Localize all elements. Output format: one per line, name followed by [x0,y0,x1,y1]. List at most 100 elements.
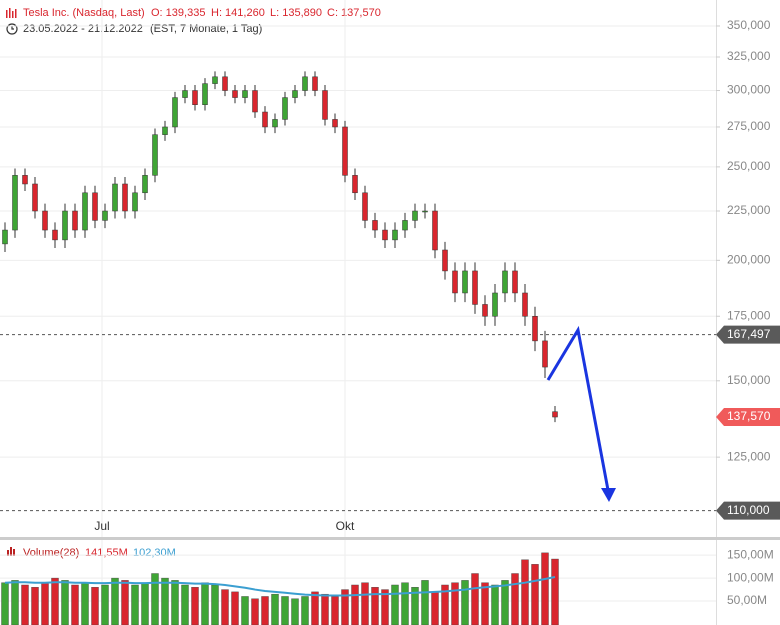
candle-body [92,192,98,221]
volume-bar [191,587,199,625]
y-tick-label: 100,00M [727,570,774,584]
y-tick-label: 300,000 [727,83,771,97]
candle-body [442,249,448,272]
volume-bar [51,577,59,625]
candle-body [132,192,138,212]
y-tick-label: 50,00M [727,593,767,607]
candle-body [32,183,38,212]
volume-bar [151,573,159,625]
volume-bar [61,580,69,625]
volume-bar [181,584,189,625]
volume-legend-icon [7,547,15,556]
candle-body [122,183,128,212]
volume-bar [11,580,19,625]
volume-bar [121,580,129,625]
candle-body [372,220,378,231]
ohlc-close: C: 137,570 [327,7,381,19]
ohlc-low: L: 135,890 [270,7,322,19]
annotation-arrow [546,325,616,502]
volume-bar [371,587,379,625]
candle-body [102,210,108,221]
candle-body [62,210,68,241]
ohlc-open: O: 139,335 [151,7,205,19]
candle-body [192,90,198,105]
candle-body [452,270,458,294]
candle-body [482,304,488,317]
volume-bar [361,582,369,625]
candle-body [162,126,168,135]
volume-bar [341,589,349,625]
volume-bar [421,580,429,625]
candle-body [392,229,398,241]
volume-bar [471,573,479,625]
level-label-box [716,325,780,344]
volume-bar [1,582,9,625]
volume-bar [381,589,389,625]
candle-body [232,90,238,98]
candle-body [402,220,408,231]
volume-bar [451,582,459,625]
volume-bar [301,596,309,625]
candle-body [12,175,18,231]
candle-body [182,90,188,98]
volume-bar [31,587,39,625]
last-price-label: 137,570 [727,409,771,423]
candle-body [2,229,8,245]
candle-body [202,83,208,105]
volume-bar [201,582,209,625]
candle-body [322,90,328,120]
level-label: 167,497 [727,327,771,341]
volume-bar [81,582,89,625]
candle-body [112,183,118,212]
candle-body [222,76,228,91]
candle-body [172,97,178,128]
level-label-box [716,501,780,520]
candle-body [292,90,298,98]
volume-bar [491,584,499,625]
y-tick-label: 350,000 [727,18,771,32]
x-tick-label: Jul [94,519,109,533]
ma-legend-value: 102,30M [133,547,176,559]
volume-bar [331,596,339,625]
candle-body [142,175,148,194]
candle-body [552,411,558,418]
volume-bar [291,598,299,625]
volume-bar [431,591,439,625]
date-range: 23.05.2022 - 21.12.2022 [23,23,143,35]
candle-body [492,292,498,317]
ohlc-high: H: 141,260 [211,7,265,19]
volume-bar [511,573,519,625]
candle-body [312,76,318,91]
volume-bar [141,582,149,625]
y-tick-label: 325,000 [727,49,771,63]
panel-separator [0,537,780,540]
y-tick-label: 150,00M [727,547,774,561]
last-price-box [716,408,780,427]
y-tick-label: 200,000 [727,252,771,266]
volume-bar [281,596,289,625]
candle-body [412,210,418,221]
candle-body [342,126,348,176]
candle-body [82,192,88,231]
volume-ma-line [4,576,556,597]
y-tick-label: 125,000 [727,449,771,463]
volume-bar [261,596,269,625]
volume-bar [391,584,399,625]
y-tick-label: 250,000 [727,159,771,173]
volume-bar [21,584,29,625]
candle-body [272,119,278,128]
candle-body [282,97,288,120]
volume-bar [91,587,99,625]
candle-body [472,270,478,305]
candle-body [152,134,158,176]
volume-bar [211,584,219,625]
volume-bar [171,580,179,625]
candle-body [52,229,58,241]
candle-body [542,340,548,368]
candle-body [362,192,368,221]
candle-body [532,315,538,342]
y-tick-label: 175,000 [727,308,771,322]
volume-bar [521,559,529,625]
candle-body [382,229,388,241]
